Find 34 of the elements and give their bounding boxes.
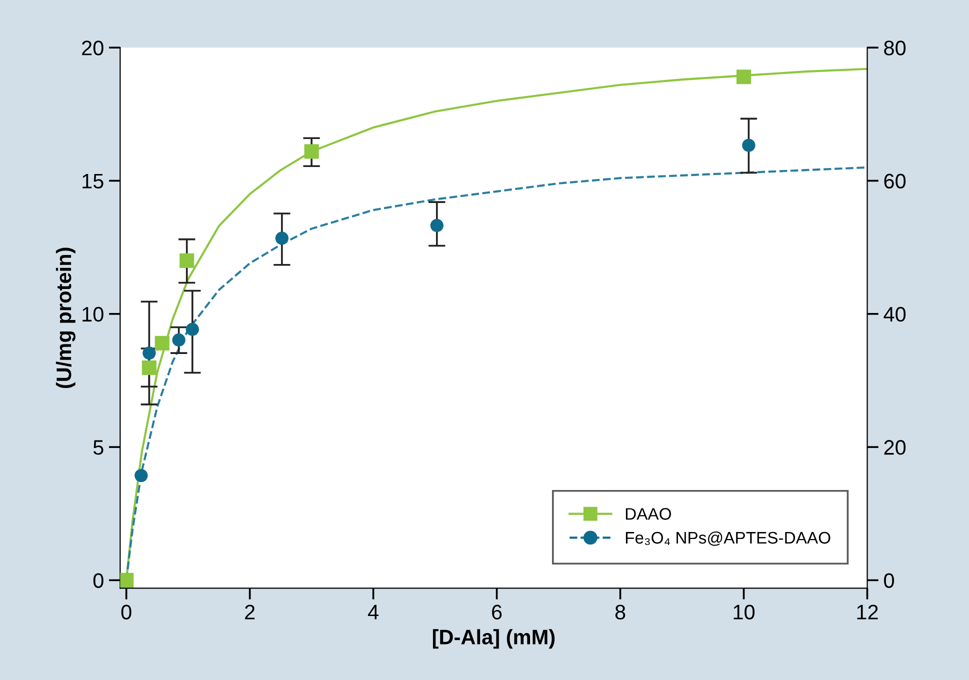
x-axis-title: [D-Ala] (mM): [432, 629, 555, 649]
point: [172, 333, 186, 347]
point: [142, 360, 156, 375]
y-tick-label: 10: [82, 306, 104, 322]
x-tick-label: 10: [734, 604, 755, 620]
point: [275, 232, 289, 245]
x-tick-label: 8: [615, 604, 626, 620]
y-tick-label: 20: [82, 40, 104, 56]
legend-label: DAAO: [626, 508, 672, 520]
x-tick-label: 0: [121, 604, 132, 620]
x-tick-label: 2: [245, 604, 255, 620]
point: [134, 468, 148, 482]
y2-tick-label: 0: [884, 573, 894, 588]
point: [304, 144, 319, 159]
y-axis-title: (U/mg protein): [56, 248, 76, 388]
x-tick-label: 6: [492, 604, 502, 620]
point: [154, 336, 170, 350]
y2-tick-label: 20: [884, 440, 906, 455]
point: [430, 218, 444, 232]
point: [142, 346, 156, 360]
point: [186, 322, 199, 336]
x-tick-label: 12: [857, 604, 878, 620]
y-tick-label: 0: [93, 573, 104, 588]
x-tick-label: 4: [368, 604, 378, 620]
y2-tick-label: 60: [884, 174, 906, 189]
point: [120, 572, 134, 588]
point: [180, 253, 194, 268]
y2-tick-label: 80: [884, 40, 906, 56]
point: [736, 70, 752, 84]
y2-tick-label: 40: [884, 306, 906, 322]
legend-label: Fe₃O₄ NPs@APTES-DAAO: [626, 531, 830, 546]
y-tick-label: 15: [82, 174, 104, 189]
point: [742, 138, 756, 152]
y-tick-label: 5: [93, 440, 104, 455]
